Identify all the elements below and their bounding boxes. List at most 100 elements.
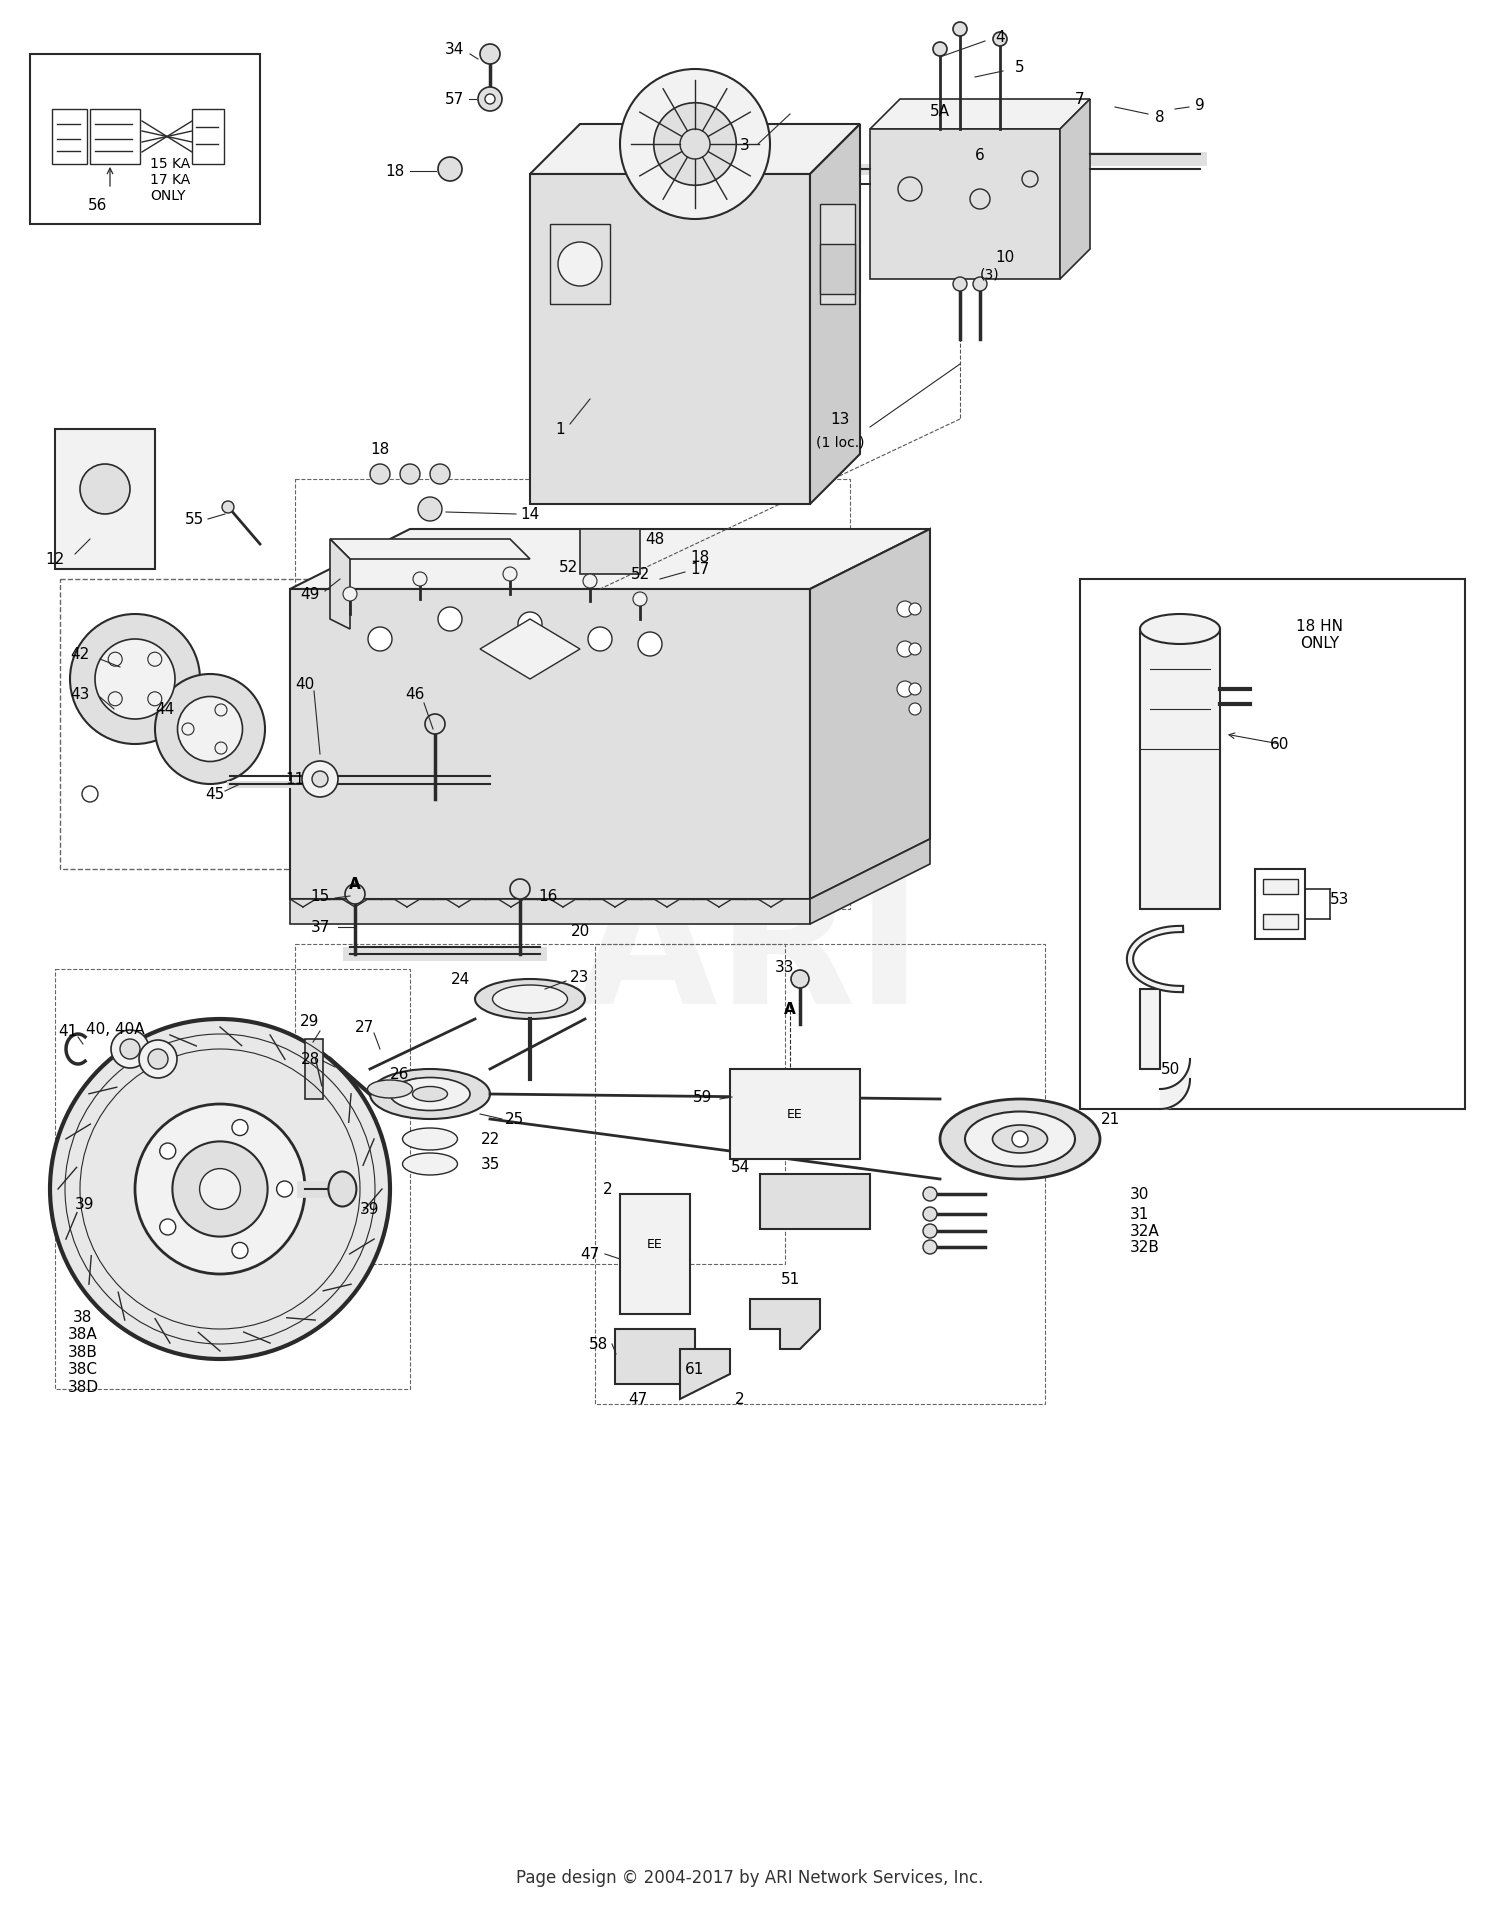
Ellipse shape (370, 1070, 490, 1119)
Text: 22: 22 (480, 1133, 500, 1146)
Text: 15 KA
17 KA
ONLY: 15 KA 17 KA ONLY (150, 156, 190, 202)
Polygon shape (530, 126, 860, 175)
Text: 4: 4 (994, 31, 1005, 46)
Polygon shape (330, 540, 530, 561)
Circle shape (368, 627, 392, 652)
Bar (90, 111, 140, 164)
Ellipse shape (402, 1154, 457, 1175)
Circle shape (1022, 172, 1038, 189)
Circle shape (182, 723, 194, 736)
Circle shape (345, 885, 364, 904)
Text: 52: 52 (630, 566, 650, 582)
Text: 12: 12 (45, 553, 64, 566)
Circle shape (480, 46, 500, 65)
Circle shape (993, 32, 1006, 48)
Text: 13: 13 (831, 412, 849, 427)
Circle shape (50, 1020, 390, 1360)
Bar (1080, 580, 1466, 1110)
Text: A: A (350, 877, 361, 892)
Text: 32A: 32A (1130, 1224, 1160, 1240)
Bar (304, 1039, 322, 1100)
Circle shape (790, 971, 808, 988)
Text: 39: 39 (360, 1201, 380, 1217)
Circle shape (922, 1240, 938, 1255)
Circle shape (922, 1207, 938, 1220)
Text: 53: 53 (1330, 892, 1350, 908)
Circle shape (222, 502, 234, 513)
Text: 24: 24 (450, 973, 470, 988)
Bar (56, 969, 410, 1390)
Text: 39: 39 (75, 1198, 94, 1211)
Text: 52: 52 (558, 561, 578, 576)
Text: 34: 34 (446, 42, 465, 57)
Ellipse shape (70, 614, 200, 744)
Ellipse shape (402, 1129, 457, 1150)
Circle shape (232, 1119, 248, 1137)
Polygon shape (810, 530, 930, 900)
Text: 43: 43 (70, 687, 90, 702)
Ellipse shape (328, 1173, 357, 1207)
Text: 60: 60 (1270, 738, 1290, 751)
Text: 47: 47 (580, 1247, 600, 1262)
Text: 5A: 5A (930, 105, 950, 120)
Polygon shape (810, 839, 930, 925)
Ellipse shape (940, 1100, 1100, 1179)
Bar (60, 580, 390, 870)
Circle shape (312, 772, 328, 788)
Text: Page design © 2004-2017 by ARI Network Services, Inc.: Page design © 2004-2017 by ARI Network S… (516, 1869, 984, 1886)
Polygon shape (290, 589, 810, 900)
Text: 18: 18 (386, 164, 405, 179)
Bar (580, 530, 640, 574)
Bar (30, 55, 260, 225)
Text: 32B: 32B (1130, 1240, 1160, 1255)
Circle shape (588, 627, 612, 652)
Text: 3: 3 (740, 137, 750, 153)
Text: 2: 2 (603, 1182, 613, 1198)
Circle shape (419, 498, 442, 523)
Text: 61: 61 (686, 1362, 705, 1377)
Text: 46: 46 (405, 687, 424, 702)
Circle shape (898, 177, 922, 202)
Circle shape (172, 1142, 267, 1238)
Text: 40, 40A: 40, 40A (86, 1022, 144, 1037)
Bar (1263, 879, 1298, 894)
Text: (3): (3) (980, 267, 1000, 282)
Ellipse shape (492, 986, 567, 1013)
Text: 45: 45 (206, 788, 225, 803)
Circle shape (584, 574, 597, 589)
Text: 35: 35 (480, 1158, 500, 1173)
Text: 7: 7 (1076, 92, 1084, 107)
Circle shape (933, 44, 946, 57)
Bar (1140, 629, 1220, 910)
Text: 59: 59 (693, 1091, 712, 1104)
Circle shape (510, 879, 530, 900)
Text: 18: 18 (690, 551, 709, 564)
Text: 26: 26 (390, 1066, 410, 1081)
Bar (821, 204, 855, 305)
Text: 54: 54 (730, 1159, 750, 1175)
Text: 10: 10 (996, 250, 1014, 265)
Circle shape (159, 1144, 176, 1159)
Bar (296, 944, 784, 1264)
Text: 42: 42 (70, 646, 90, 662)
Circle shape (518, 612, 542, 637)
Text: 14: 14 (520, 507, 540, 523)
Text: 41: 41 (58, 1024, 78, 1039)
Circle shape (108, 692, 122, 706)
Circle shape (558, 242, 602, 286)
Circle shape (148, 652, 162, 667)
Circle shape (120, 1039, 140, 1060)
Ellipse shape (476, 980, 585, 1020)
Text: 21: 21 (1101, 1112, 1119, 1127)
Ellipse shape (154, 675, 266, 784)
Circle shape (135, 1104, 304, 1274)
Bar (550, 225, 610, 305)
Bar (56, 429, 154, 570)
Polygon shape (810, 126, 859, 505)
Polygon shape (290, 900, 810, 925)
Text: 51: 51 (780, 1272, 800, 1287)
Circle shape (80, 465, 130, 515)
Circle shape (214, 704, 226, 717)
Text: 17: 17 (690, 563, 709, 578)
Polygon shape (750, 1299, 820, 1350)
